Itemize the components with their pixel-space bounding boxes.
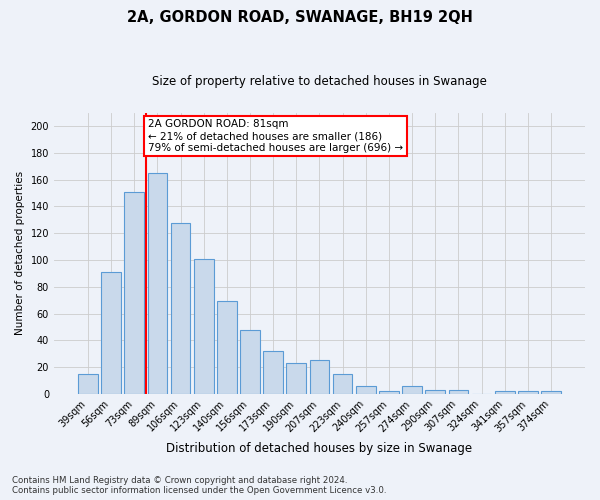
Bar	[78, 374, 98, 394]
Bar	[495, 391, 515, 394]
Bar	[194, 258, 214, 394]
Bar	[333, 374, 352, 394]
Bar	[124, 192, 144, 394]
Bar	[379, 391, 399, 394]
Bar	[286, 363, 306, 394]
Title: Size of property relative to detached houses in Swanage: Size of property relative to detached ho…	[152, 75, 487, 88]
Text: 2A, GORDON ROAD, SWANAGE, BH19 2QH: 2A, GORDON ROAD, SWANAGE, BH19 2QH	[127, 10, 473, 25]
Bar	[402, 386, 422, 394]
Y-axis label: Number of detached properties: Number of detached properties	[15, 171, 25, 336]
Text: Contains HM Land Registry data © Crown copyright and database right 2024.
Contai: Contains HM Land Registry data © Crown c…	[12, 476, 386, 495]
Bar	[148, 173, 167, 394]
Bar	[310, 360, 329, 394]
Bar	[541, 391, 561, 394]
Bar	[217, 302, 236, 394]
Bar	[425, 390, 445, 394]
Bar	[240, 330, 260, 394]
Bar	[518, 391, 538, 394]
Bar	[356, 386, 376, 394]
Bar	[263, 351, 283, 394]
Text: 2A GORDON ROAD: 81sqm
← 21% of detached houses are smaller (186)
79% of semi-det: 2A GORDON ROAD: 81sqm ← 21% of detached …	[148, 120, 403, 152]
X-axis label: Distribution of detached houses by size in Swanage: Distribution of detached houses by size …	[166, 442, 473, 455]
Bar	[101, 272, 121, 394]
Bar	[170, 222, 190, 394]
Bar	[449, 390, 468, 394]
